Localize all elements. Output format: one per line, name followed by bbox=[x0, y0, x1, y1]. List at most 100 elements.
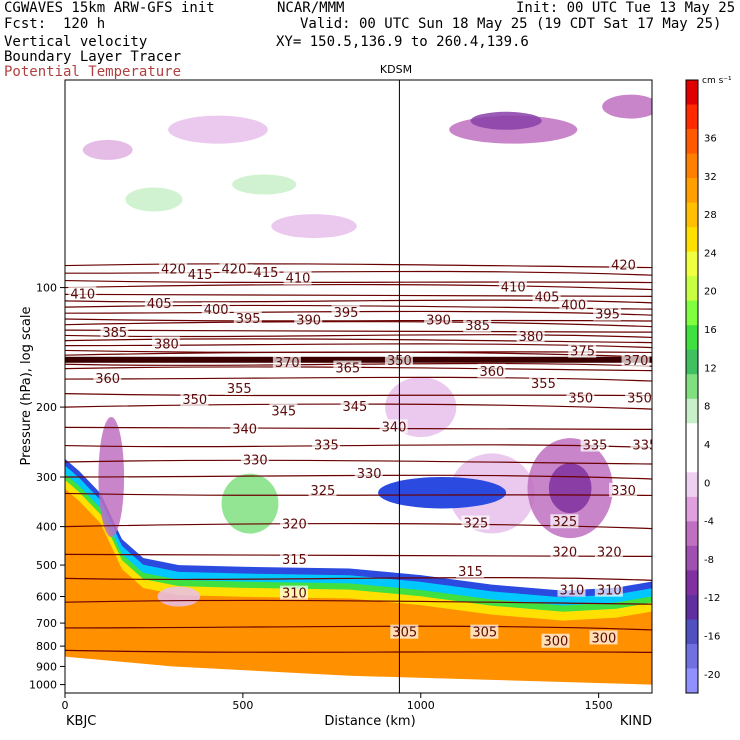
colorbar-unit: cm s⁻¹ bbox=[702, 76, 732, 86]
theta-label-bg-46 bbox=[550, 544, 579, 559]
theta-label-bg-5 bbox=[609, 257, 638, 272]
left-endpoint-label: KBJC bbox=[66, 714, 96, 729]
theta-label-18: 390 bbox=[426, 313, 451, 328]
theta-contour-20 bbox=[65, 393, 652, 397]
vv-blob-13 bbox=[221, 473, 279, 534]
vv-blob-3 bbox=[232, 174, 297, 195]
theta-label-bg-17 bbox=[151, 336, 180, 351]
theta-label-bg-22 bbox=[272, 355, 301, 370]
tropopause-band bbox=[65, 356, 652, 363]
theta-label-39: 330 bbox=[243, 454, 268, 469]
colorbar-cell-18 bbox=[686, 521, 698, 547]
y-tick-label-3: 400 bbox=[36, 521, 57, 534]
theta-label-14: 400 bbox=[561, 299, 586, 314]
colorbar-cell-23 bbox=[686, 643, 698, 669]
y-tick-label-1: 200 bbox=[36, 401, 57, 414]
theta-label-bg-16 bbox=[100, 324, 129, 339]
vv-blob-14 bbox=[157, 586, 201, 607]
colorbar-cell-9 bbox=[686, 300, 698, 326]
theta-contour-24 bbox=[65, 459, 652, 465]
theta-label-bg-41 bbox=[308, 482, 337, 497]
theta-label-10: 390 bbox=[296, 313, 321, 328]
theta-label-13: 405 bbox=[535, 291, 560, 306]
theta-label-bg-48 bbox=[280, 551, 309, 566]
colorbar-cell-11 bbox=[686, 349, 698, 375]
theta-contour-30 bbox=[65, 599, 652, 605]
theta-label-21: 360 bbox=[95, 372, 120, 387]
x-tick-label-3: 1500 bbox=[585, 699, 613, 712]
y-axis-label: Pressure (hPa), log scale bbox=[19, 307, 34, 466]
colorbar-label-8: 4 bbox=[704, 440, 710, 451]
theta-label-bg-9 bbox=[233, 311, 262, 326]
colorbar-cell-10 bbox=[686, 325, 698, 351]
theta-label-bg-29 bbox=[224, 380, 253, 395]
colorbar-cell-22 bbox=[686, 619, 698, 645]
colorbar-label-10: -4 bbox=[704, 517, 714, 528]
theta-label-43: 320 bbox=[282, 517, 307, 532]
colorbar-cell-1 bbox=[686, 104, 698, 130]
theta-label-bg-24 bbox=[477, 363, 506, 378]
theta-label-12: 410 bbox=[501, 281, 526, 296]
theta-label-47: 320 bbox=[597, 546, 622, 561]
vv-blob-2 bbox=[168, 115, 268, 144]
theta-label-55: 300 bbox=[543, 635, 568, 650]
colorbar-frame bbox=[685, 79, 699, 694]
vv-blob-1 bbox=[125, 187, 183, 212]
theta-label-bg-37 bbox=[580, 437, 609, 452]
vv-blob-0 bbox=[82, 139, 133, 160]
theta-label-6: 410 bbox=[70, 287, 95, 302]
theta-label-7: 405 bbox=[147, 297, 172, 312]
theta-label-25: 355 bbox=[531, 377, 556, 392]
theta-label-50: 310 bbox=[282, 587, 307, 602]
theta-contour-22 bbox=[65, 426, 652, 431]
theta-label-bg-39 bbox=[240, 452, 269, 467]
colorbar-label-14: -20 bbox=[704, 670, 720, 681]
theta-label-bg-35 bbox=[379, 419, 408, 434]
theta-label-bg-45 bbox=[550, 514, 579, 529]
theta-label-bg-12 bbox=[498, 279, 527, 294]
theta-label-bg-20 bbox=[516, 328, 545, 343]
colorbar-label-2: 28 bbox=[704, 210, 717, 221]
init-time: Init: 00 UTC Tue 13 May 25 bbox=[516, 0, 736, 16]
colorbar-cell-13 bbox=[686, 398, 698, 424]
x-axis-label: Distance (km) bbox=[324, 714, 415, 729]
colorbar-label-0: 36 bbox=[704, 133, 717, 144]
vv-blob-11 bbox=[548, 463, 592, 514]
cross-section-xy: XY= 150.5,136.9 to 260.4,139.6 bbox=[276, 34, 529, 50]
theta-label-26: 375 bbox=[570, 345, 595, 360]
x-tick-label-1: 500 bbox=[232, 699, 253, 712]
theta-contour-15 bbox=[65, 351, 652, 358]
theta-label-bg-26 bbox=[568, 343, 597, 358]
theta-contour-12 bbox=[65, 338, 652, 344]
theta-label-bg-23 bbox=[333, 360, 362, 375]
theta-label-3: 415 bbox=[254, 266, 279, 281]
vv-blob-blue bbox=[378, 477, 507, 509]
theta-contour-11 bbox=[65, 334, 652, 339]
theta-label-bg-14 bbox=[559, 297, 588, 312]
theta-label-31: 345 bbox=[342, 400, 367, 415]
theta-contour-8 bbox=[65, 318, 652, 322]
theta-contour-31 bbox=[65, 625, 652, 631]
theta-label-34: 340 bbox=[232, 423, 257, 438]
colorbar-cell-15 bbox=[686, 447, 698, 473]
theta-contour-19 bbox=[65, 376, 652, 382]
theta-label-40: 330 bbox=[357, 467, 382, 482]
theta-contour-29 bbox=[65, 576, 652, 581]
theta-label-bg-56 bbox=[589, 630, 618, 645]
theta-contour-9 bbox=[65, 320, 652, 328]
theta-label-56: 300 bbox=[592, 631, 617, 646]
marker-label: KDSM bbox=[380, 63, 412, 76]
theta-label-30: 345 bbox=[271, 404, 296, 419]
theta-label-bg-54 bbox=[470, 624, 499, 639]
theta-contour-23 bbox=[65, 444, 652, 449]
colorbar-label-7: 8 bbox=[704, 402, 710, 413]
theta-label-bg-21 bbox=[93, 371, 122, 386]
org-label: NCAR/MMM bbox=[277, 0, 345, 16]
theta-contour-2 bbox=[65, 279, 652, 284]
theta-label-bg-11 bbox=[331, 305, 360, 320]
theta-label-bg-19 bbox=[463, 318, 492, 333]
theta-contour-32 bbox=[65, 649, 652, 653]
theta-label-bg-34 bbox=[230, 421, 259, 436]
colorbar-cell-0 bbox=[686, 80, 698, 106]
boundary-layer-orange-band bbox=[65, 488, 652, 693]
